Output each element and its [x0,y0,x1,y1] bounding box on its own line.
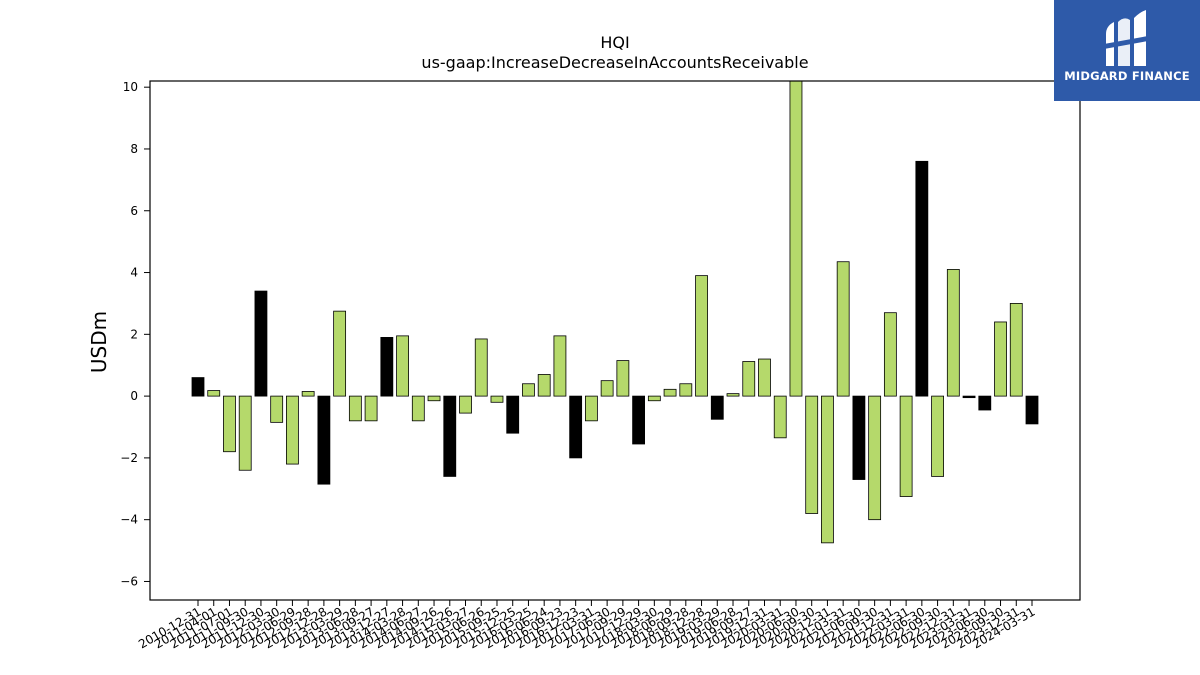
y-tick-label: 2 [130,327,138,341]
midgard-logo-icon [1104,10,1148,66]
chart-title: HQI [600,33,629,52]
y-tick-label: −2 [120,451,138,465]
bar-2011-07-01 [223,395,236,453]
bar-2022-06-30 [915,160,929,397]
y-tick-label: 4 [130,266,138,280]
bar-2017-06-30 [600,380,614,397]
bar-2013-03-29 [333,310,347,397]
bar-2021-03-31 [836,261,850,397]
bar-2021-06-30 [852,395,866,480]
bar-2011-12-30 [254,290,268,397]
bar-2022-09-30 [931,395,944,477]
bar-2010-12-31 [191,377,205,397]
bar-2020-12-31 [821,395,834,544]
bar-2019-06-28 [726,393,740,397]
bar-2015-12-25 [506,395,520,434]
bar-2019-03-29 [710,395,724,420]
bar-2014-06-27 [411,395,425,422]
plot-frame [149,80,1081,601]
y-axis: −6 −4 −2 0 2 4 6 8 10 [120,80,150,588]
bar-2022-03-31 [899,395,913,497]
bar-2023-09-30 [994,321,1007,397]
brand-logo: MIDGARD FINANCE [1054,0,1200,101]
y-tick-label: 6 [130,204,138,218]
bar-2020-06-30 [789,80,803,397]
bar-2015-06-26 [474,338,488,397]
bar-2018-09-28 [679,383,693,397]
bar-2020-03-31 [773,395,787,439]
y-tick-label: 10 [123,80,138,94]
bar-2011-09-30 [238,395,252,471]
bar-2017-09-29 [616,360,630,397]
bar-2023-03-31 [962,395,976,399]
y-tick-label: −6 [120,574,138,588]
bar-2023-06-30 [978,395,992,411]
bar-2022-12-31 [946,269,960,397]
y-tick-label: 8 [130,142,138,156]
bar-2012-12-28 [317,395,331,485]
bar-2020-09-30 [805,395,819,514]
bar-2021-12-31 [883,312,897,397]
bar-2011-04-01 [207,390,221,397]
bar-2023-12-31 [1009,303,1023,397]
y-tick-label: 0 [130,389,138,403]
bar-2021-09-30 [868,395,882,521]
bar-2018-12-28 [695,275,708,397]
x-axis: 2010-12-312011-04-012011-07-012011-09-30… [136,600,1038,651]
bar-2014-12-26 [443,395,457,477]
bar-2017-12-29 [632,395,646,445]
bar-2012-09-28 [301,391,315,397]
bar-2019-09-27 [742,361,756,397]
bar-2019-12-31 [758,358,771,397]
y-axis-title: USDm [87,311,111,373]
bars-group [191,80,1039,544]
bar-2013-12-27 [380,337,394,397]
bar-2017-03-31 [584,395,598,422]
bar-2014-09-26 [427,395,441,402]
y-tick-label: −4 [120,513,138,527]
bar-2015-09-25 [490,395,504,403]
bar-2016-03-25 [522,383,535,397]
bar-2015-03-27 [459,395,472,414]
bar-2018-03-30 [647,395,661,402]
bar-2013-06-28 [348,395,362,422]
bar-2016-12-23 [569,395,583,459]
bar-2013-09-27 [364,395,378,422]
bar-2014-03-28 [396,335,409,397]
bar-2016-06-24 [537,374,551,397]
brand-name: MIDGARD FINANCE [1064,69,1190,83]
bar-2018-06-29 [663,388,677,397]
bar-2012-06-29 [286,395,299,465]
bar-2012-03-30 [270,395,284,423]
bar-2024-03-31 [1025,395,1039,425]
bar-2016-09-23 [553,335,567,397]
chart-subtitle: us-gaap:IncreaseDecreaseInAccountsReceiv… [421,53,808,72]
